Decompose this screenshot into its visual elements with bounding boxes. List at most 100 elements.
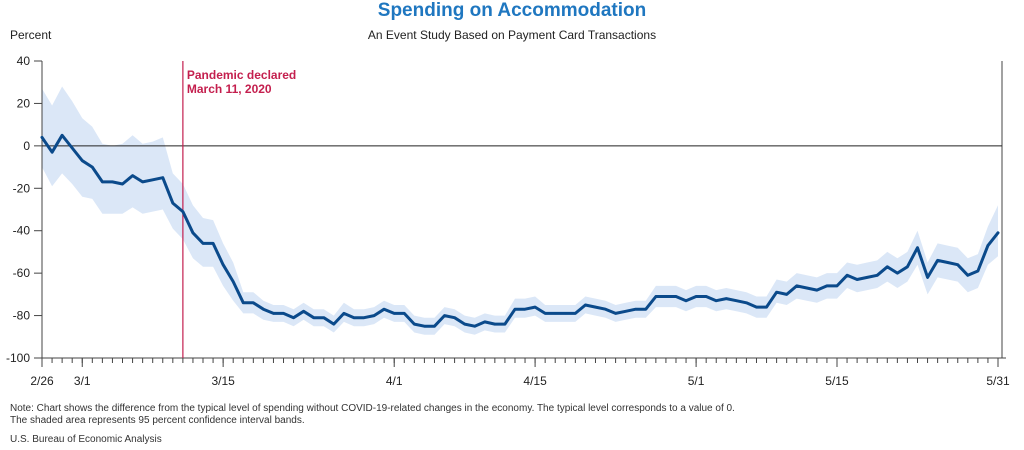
data-point [916, 246, 919, 249]
data-point [845, 274, 849, 277]
data-point [403, 312, 406, 315]
data-point [372, 314, 376, 317]
data-point [433, 325, 436, 328]
x-tick-label: 4/15 [523, 374, 547, 388]
data-point [564, 312, 567, 315]
data-point [835, 284, 839, 288]
points-layer [40, 134, 1000, 328]
data-point [342, 312, 346, 315]
data-point [926, 276, 929, 279]
data-point [453, 316, 456, 319]
data-point [674, 295, 678, 298]
data-point [876, 274, 879, 277]
data-point [664, 295, 668, 298]
data-point [725, 297, 728, 300]
data-point [292, 316, 295, 319]
chart-notes: Note: Chart shows the difference from th… [10, 403, 735, 427]
data-point [151, 178, 154, 181]
y-tick-label: 0 [23, 139, 30, 153]
data-point [866, 276, 869, 279]
data-point [393, 312, 396, 315]
data-point [221, 263, 225, 266]
data-point [362, 316, 366, 319]
data-point [252, 301, 255, 304]
data-point [201, 242, 205, 245]
data-point [634, 308, 637, 311]
data-point [242, 301, 245, 304]
confidence-band [42, 86, 998, 335]
data-point [191, 231, 195, 234]
data-point [50, 151, 54, 154]
data-point [705, 295, 708, 298]
data-point [735, 299, 738, 302]
note-line-1: Note: Chart shows the difference from th… [10, 403, 735, 414]
data-point [986, 244, 990, 247]
data-point [181, 210, 185, 213]
data-point [483, 320, 486, 324]
annotation-line-2: March 11, 2020 [187, 82, 272, 96]
data-point [614, 312, 617, 315]
data-point [91, 165, 94, 169]
confidence-band-layer [42, 86, 998, 335]
y-tick-label: -20 [13, 181, 31, 195]
data-point [463, 322, 466, 326]
data-point [936, 259, 939, 262]
data-point [795, 284, 798, 288]
data-point [382, 308, 386, 311]
data-point [554, 312, 557, 315]
data-point [544, 312, 547, 315]
data-point [654, 295, 658, 298]
data-point [775, 291, 778, 294]
data-point [694, 295, 698, 298]
data-point [886, 265, 889, 268]
x-tick-label: 5/31 [986, 374, 1010, 388]
data-point [825, 284, 829, 288]
data-point [352, 316, 356, 319]
chart-source: U.S. Bureau of Economic Analysis [10, 434, 162, 445]
data-point [81, 159, 84, 162]
data-point [141, 180, 144, 184]
data-point [755, 305, 758, 309]
data-point [161, 176, 164, 179]
data-point [765, 305, 768, 309]
data-point [211, 242, 215, 245]
data-point [322, 316, 325, 319]
data-point [503, 322, 507, 326]
series-line [40, 133, 1000, 328]
data-point [604, 308, 607, 311]
data-point [473, 325, 476, 328]
data-point [624, 310, 627, 313]
data-point [443, 314, 446, 317]
data-point [513, 308, 517, 311]
data-point [906, 265, 909, 268]
x-tick-label: 2/26 [30, 374, 54, 388]
x-tick-label: 5/1 [688, 374, 705, 388]
data-point [574, 312, 577, 315]
y-tick-label: -60 [13, 266, 31, 280]
data-point [966, 274, 969, 277]
data-point [855, 278, 859, 281]
chart-subtitle: An Event Study Based on Payment Card Tra… [367, 28, 657, 42]
y-tick-label: -80 [13, 309, 31, 323]
y-tick-label: 40 [17, 54, 31, 68]
chart-title: Spending on Accommodation [377, 0, 647, 21]
data-point [523, 308, 527, 311]
data-point [262, 308, 265, 311]
data-point [312, 316, 315, 319]
data-point [805, 286, 808, 290]
annotation-line-1: Pandemic declared [187, 68, 296, 82]
data-point [131, 174, 134, 177]
data-point [171, 201, 174, 205]
data-point [785, 293, 788, 296]
data-point [121, 182, 124, 186]
data-point [413, 322, 416, 326]
data-point [232, 280, 235, 283]
data-point [332, 322, 335, 326]
data-point [745, 301, 748, 304]
data-point [594, 305, 597, 309]
data-point [946, 261, 949, 264]
data-point [60, 134, 64, 137]
data-point [684, 299, 688, 302]
